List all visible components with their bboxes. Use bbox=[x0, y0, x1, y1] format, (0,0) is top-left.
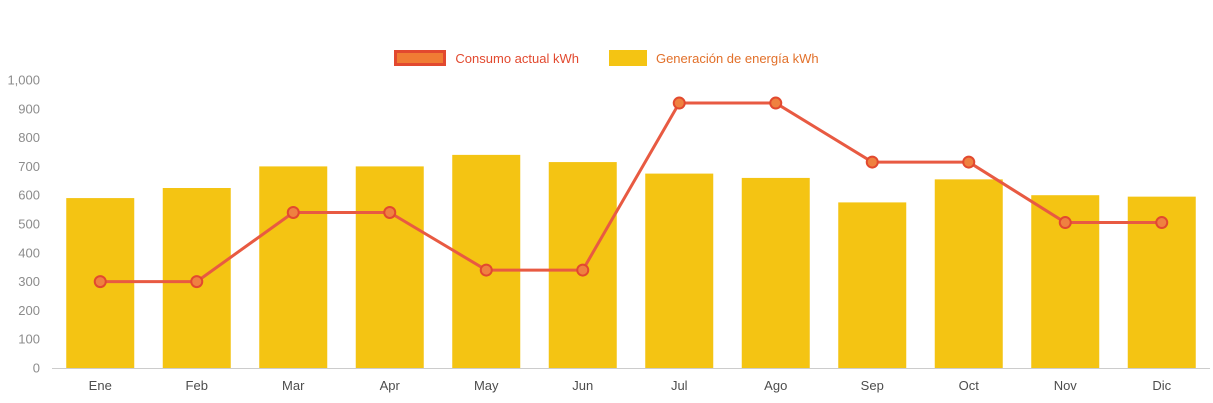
chart-legend: Consumo actual kWh Generación de energía… bbox=[0, 50, 1213, 66]
x-tick-label: Ene bbox=[89, 378, 112, 393]
bar-May[interactable] bbox=[452, 154, 521, 368]
point-May[interactable] bbox=[479, 263, 493, 277]
bar-Jul[interactable] bbox=[645, 173, 714, 368]
point-Dic[interactable] bbox=[1155, 216, 1169, 230]
legend-item-generacion[interactable]: Generación de energía kWh bbox=[608, 50, 819, 66]
x-tick-label: Feb bbox=[186, 378, 208, 393]
y-tick-label: 400 bbox=[18, 245, 40, 260]
x-tick-label: Sep bbox=[861, 378, 884, 393]
y-tick-label: 200 bbox=[18, 303, 40, 318]
y-tick-label: 500 bbox=[18, 217, 40, 232]
bar-Sep[interactable] bbox=[838, 202, 907, 368]
x-tick-label: Apr bbox=[380, 378, 401, 393]
y-tick-label: 300 bbox=[18, 274, 40, 289]
point-Ene[interactable] bbox=[93, 275, 107, 289]
x-tick-label: Mar bbox=[282, 378, 305, 393]
x-tick-label: Jul bbox=[671, 378, 688, 393]
point-Nov[interactable] bbox=[1058, 216, 1072, 230]
y-tick-label: 100 bbox=[18, 332, 40, 347]
point-Jun[interactable] bbox=[576, 263, 590, 277]
x-tick-label: Oct bbox=[959, 378, 980, 393]
point-Apr[interactable] bbox=[383, 205, 397, 219]
legend-label-consumo: Consumo actual kWh bbox=[455, 50, 579, 66]
bar-Oct[interactable] bbox=[934, 179, 1003, 368]
consumo-swatch bbox=[394, 50, 447, 66]
bar-Mar[interactable] bbox=[259, 166, 328, 368]
y-tick-label: 600 bbox=[18, 188, 40, 203]
x-tick-label: Dic bbox=[1152, 378, 1171, 393]
x-tick-label: May bbox=[474, 378, 499, 393]
x-tick-label: Nov bbox=[1054, 378, 1078, 393]
y-tick-label: 1,000 bbox=[7, 73, 40, 88]
y-tick-label: 800 bbox=[18, 130, 40, 145]
point-Oct[interactable] bbox=[962, 155, 976, 169]
y-tick-label: 700 bbox=[18, 159, 40, 174]
point-Jul[interactable] bbox=[672, 96, 686, 110]
point-Ago[interactable] bbox=[769, 96, 783, 110]
generacion-swatch bbox=[608, 50, 647, 66]
y-tick-label: 0 bbox=[33, 361, 40, 376]
consumo-line bbox=[98, 101, 1164, 284]
x-tick-label: Ago bbox=[764, 378, 787, 393]
x-tick-label: Jun bbox=[572, 378, 593, 393]
legend-label-generacion: Generación de energía kWh bbox=[655, 50, 819, 66]
point-Feb[interactable] bbox=[190, 275, 204, 289]
point-Mar[interactable] bbox=[286, 205, 300, 219]
legend-item-consumo[interactable]: Consumo actual kWh bbox=[394, 50, 579, 66]
bar-Apr[interactable] bbox=[355, 166, 424, 368]
y-tick-label: 900 bbox=[18, 101, 40, 116]
point-Sep[interactable] bbox=[865, 155, 879, 169]
bar-Ago[interactable] bbox=[741, 177, 810, 368]
